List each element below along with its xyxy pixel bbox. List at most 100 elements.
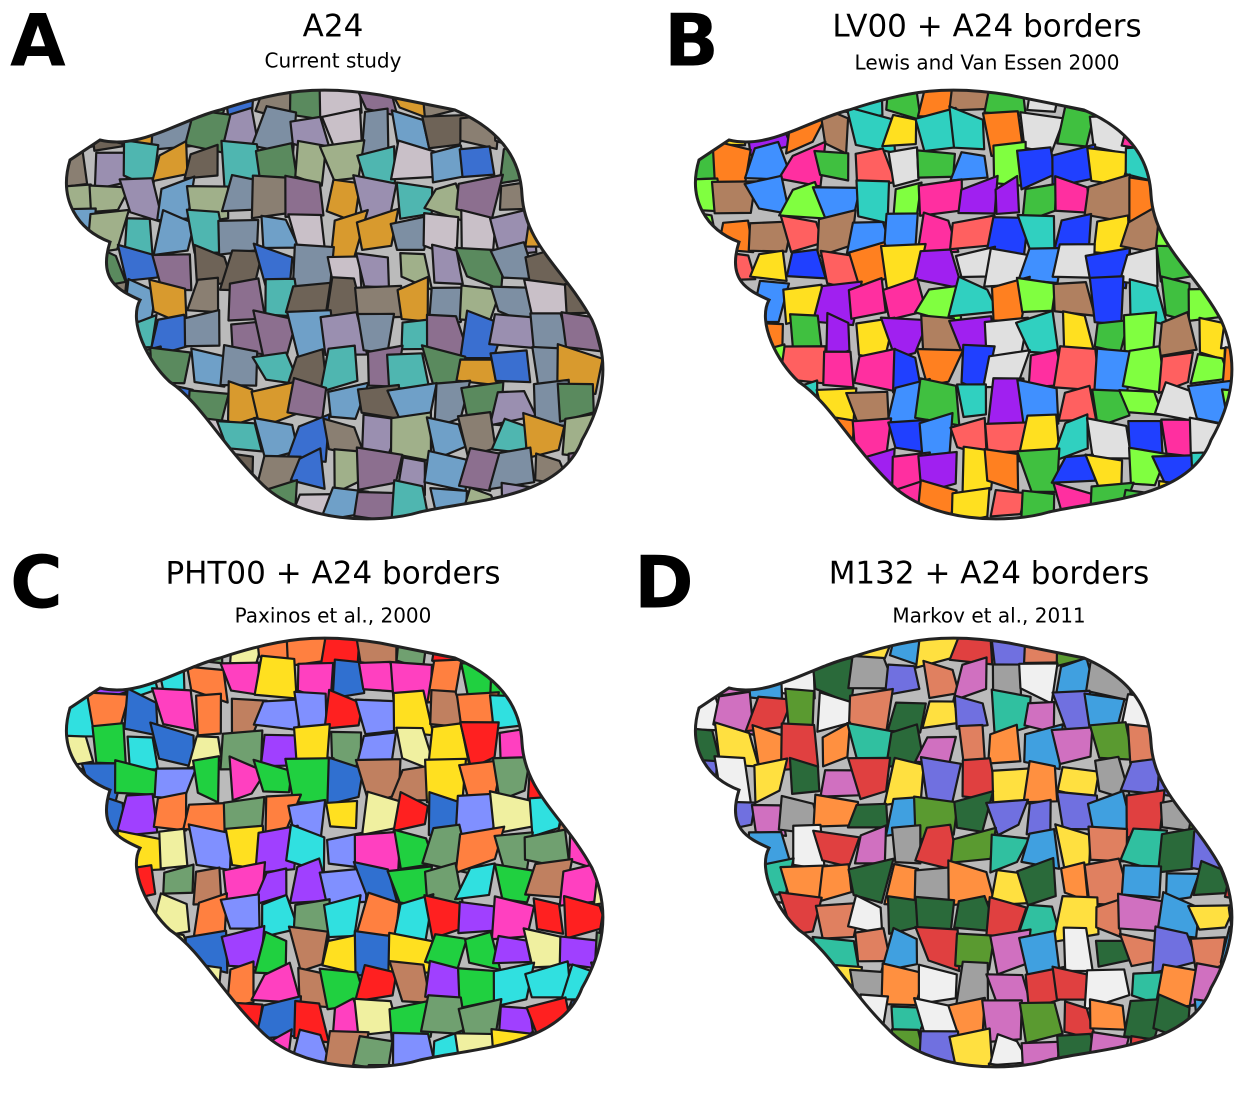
parcel: [562, 312, 601, 351]
parcel: [85, 74, 130, 114]
parcel: [605, 1030, 631, 1077]
parcel: [91, 111, 127, 150]
parcel: [88, 452, 131, 491]
parcel: [567, 482, 603, 521]
parcel: [51, 424, 88, 458]
parcel: [1231, 448, 1258, 491]
parcel: [817, 1001, 857, 1038]
parcel: [683, 867, 721, 893]
parcel: [54, 448, 95, 492]
parcel: [254, 480, 297, 522]
parcel: [817, 1030, 861, 1075]
flatmap: [47, 72, 640, 563]
parcel: [1019, 1067, 1064, 1095]
parcel: [190, 964, 221, 1005]
parcel: [598, 82, 638, 116]
parcel: [260, 515, 301, 561]
parcel: [1224, 145, 1258, 187]
parcel: [566, 625, 607, 666]
panel-d: D M132 + A24 borders Markov et al., 2011: [634, 541, 1258, 1095]
parcel: [149, 448, 194, 489]
parcel: [601, 424, 636, 459]
parcel: [1225, 690, 1258, 731]
parcel: [688, 447, 726, 484]
parcel: [83, 314, 121, 350]
parcel: [527, 1069, 568, 1095]
parcel: [847, 1063, 891, 1095]
parcel: [747, 1063, 794, 1095]
parcel: [1062, 1071, 1098, 1095]
parcel: [82, 866, 122, 903]
flatmap: [678, 72, 1258, 564]
parcel: [594, 113, 635, 155]
parcel: [690, 483, 724, 525]
parcel: [784, 418, 822, 452]
parcel: [563, 1031, 606, 1074]
parcel: [594, 692, 634, 732]
parcel: [712, 516, 759, 563]
parcel: [1054, 346, 1100, 390]
parcel: [116, 935, 165, 970]
parcel: [1223, 413, 1258, 456]
parcel: [53, 895, 90, 931]
parcel: [1192, 656, 1231, 698]
parcel: [432, 1071, 470, 1095]
parcel: [780, 346, 826, 383]
parcel: [1097, 1069, 1131, 1095]
flatmap: [677, 620, 1258, 1095]
parcel: [1122, 114, 1164, 152]
parcel: [1229, 730, 1258, 769]
parcel: [850, 520, 894, 555]
parcel: [1197, 146, 1234, 190]
parcel: [184, 1039, 230, 1073]
parcel: [460, 146, 495, 177]
parcel: [592, 797, 640, 837]
parcel: [1157, 481, 1198, 529]
parcel: [563, 699, 605, 734]
parcel: [1192, 72, 1230, 109]
page: {"panels": [ {"letter": "A", "title": "A…: [0, 0, 1258, 1095]
parcel: [558, 179, 602, 210]
parcel: [1223, 628, 1258, 664]
parcel: [559, 144, 606, 183]
parcel: [678, 415, 718, 458]
parcel: [1093, 518, 1132, 553]
parcel: [527, 176, 572, 214]
parcel: [1220, 210, 1258, 250]
parcel: [1090, 276, 1124, 324]
parcel: [151, 383, 194, 424]
parcel: [162, 492, 198, 527]
parcel: [151, 1072, 191, 1095]
parcel: [53, 485, 91, 526]
panel-a: A A24 Current study: [10, 0, 641, 564]
parcel: [713, 1067, 757, 1095]
parcel: [560, 106, 598, 148]
parcel: [559, 770, 601, 797]
parcel: [533, 141, 568, 190]
parcel: [856, 180, 889, 223]
panel-subtitle: Lewis and Van Essen 2000: [855, 51, 1120, 75]
parcel: [255, 1066, 298, 1095]
parcel: [679, 935, 725, 972]
parcel: [712, 452, 751, 491]
parcel: [1123, 624, 1159, 667]
parcel: [523, 72, 559, 115]
parcel: [564, 249, 607, 289]
parcel: [58, 277, 93, 315]
parcel: [125, 1066, 157, 1095]
parcel-group: [677, 620, 1258, 1095]
parcel: [687, 623, 720, 665]
parcel: [889, 147, 919, 186]
parcel: [116, 631, 152, 663]
parcel: [1156, 142, 1194, 187]
panel-subtitle: Markov et al., 2011: [892, 604, 1085, 628]
parcel: [48, 1028, 85, 1077]
panel-letter: D: [634, 541, 694, 625]
parcel: [749, 1029, 790, 1076]
parcel: [1122, 73, 1164, 117]
parcel: [129, 518, 157, 557]
parcel: [724, 965, 752, 1001]
parcel: [917, 150, 955, 177]
panel-letter: B: [664, 0, 719, 83]
parcel: [527, 663, 564, 701]
